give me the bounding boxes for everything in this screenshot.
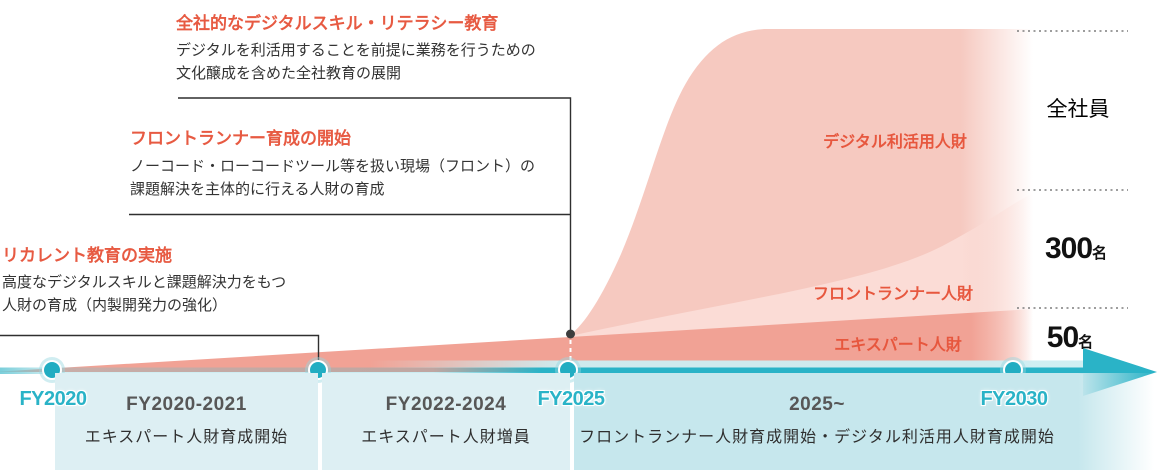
timeline-section-fy2020-2021: FY2020-2021 エキスパート人財育成開始 (55, 373, 318, 470)
milestone-label-fy2030: FY2030 (980, 388, 1048, 410)
expert-area-label: エキスパート人財 (834, 337, 962, 354)
callout-frontrunner-body-line1: ノーコード・ローコードツール等を扱い現場（フロント）の (130, 158, 536, 175)
section-3-period: 2025~ (789, 394, 845, 415)
callout-frontrunner-title: フロントランナー育成の開始 (130, 129, 351, 148)
section-2-caption: エキスパート人財増員 (361, 429, 531, 446)
callout-recurrent-body-line2: 人財の育成（内製開発力の強化） (2, 297, 228, 314)
axis-300-unit: 名 (1092, 245, 1108, 262)
section-1-caption: エキスパート人財育成開始 (84, 429, 289, 446)
level-dotted-lines (1017, 30, 1128, 309)
timeline-section-2-inner: FY2022-2024 エキスパート人財増員 (322, 394, 570, 447)
milestone-label-fy2025: FY2025 (537, 388, 605, 410)
timeline-section-2025-onward: 2025~ フロントランナー人財育成開始・デジタル利活用人財育成開始 (574, 373, 1160, 470)
timeline-section-fy2022-2024: FY2022-2024 エキスパート人財増員 (322, 373, 570, 470)
expert-area (0, 309, 1033, 372)
axis-50-unit: 名 (1078, 334, 1094, 351)
callout-company-wide-body: デジタルを利活用することを前提に業務を行うための 文化醸成を含めた全社教育の展開 (176, 39, 536, 85)
section-3-caption: フロントランナー人財育成開始・デジタル利活用人財育成開始 (579, 429, 1055, 446)
callout-frontrunner-body: ノーコード・ローコードツール等を扱い現場（フロント）の 課題解決を主体的に行える… (130, 155, 535, 201)
section-1-period: FY2020-2021 (126, 394, 247, 415)
callout-recurrent-body-line1: 高度なデジタルスキルと課題解決力をもつ (2, 274, 287, 291)
section-2-period: FY2022-2024 (385, 394, 507, 415)
axis-50-label: 50名 (1047, 321, 1093, 355)
axis-300-number: 300 (1044, 232, 1093, 265)
milestone-label-fy2020: FY2020 (19, 388, 87, 410)
axis-50-number: 50 (1046, 321, 1079, 354)
frontrunner-area-label: フロントランナー人財 (812, 286, 974, 303)
callout-connectors (0, 97, 572, 361)
callout-company-wide-body-line1: デジタルを利活用することを前提に業務を行うための (176, 42, 536, 59)
timeline-section-1-inner: FY2020-2021 エキスパート人財育成開始 (55, 394, 318, 447)
axis-300-label: 300名 (1045, 232, 1107, 266)
callout-frontrunner-body-line2: 課題解決を主体的に行える人財の育成 (130, 181, 385, 198)
fy2025-anchor-dot (566, 329, 575, 339)
timeline-bar (0, 367, 1083, 374)
timeline-bar-glow (0, 360, 1083, 368)
callout-recurrent-title: リカレント教育の実施 (2, 246, 172, 265)
timeline-section-3-inner: 2025~ フロントランナー人財育成開始・デジタル利活用人財育成開始 (574, 394, 1060, 447)
axis-all-employees-label: 全社員 (1046, 98, 1110, 121)
digital-area-label: デジタル利活用人財 (823, 134, 967, 151)
callout-company-wide-title: 全社的なデジタルスキル・リテラシー教育 (176, 14, 499, 33)
callout-recurrent-body: 高度なデジタルスキルと課題解決力をもつ 人財の育成（内製開発力の強化） (2, 271, 286, 317)
callout-company-wide-body-line2: 文化醸成を含めた全社教育の展開 (176, 65, 402, 82)
